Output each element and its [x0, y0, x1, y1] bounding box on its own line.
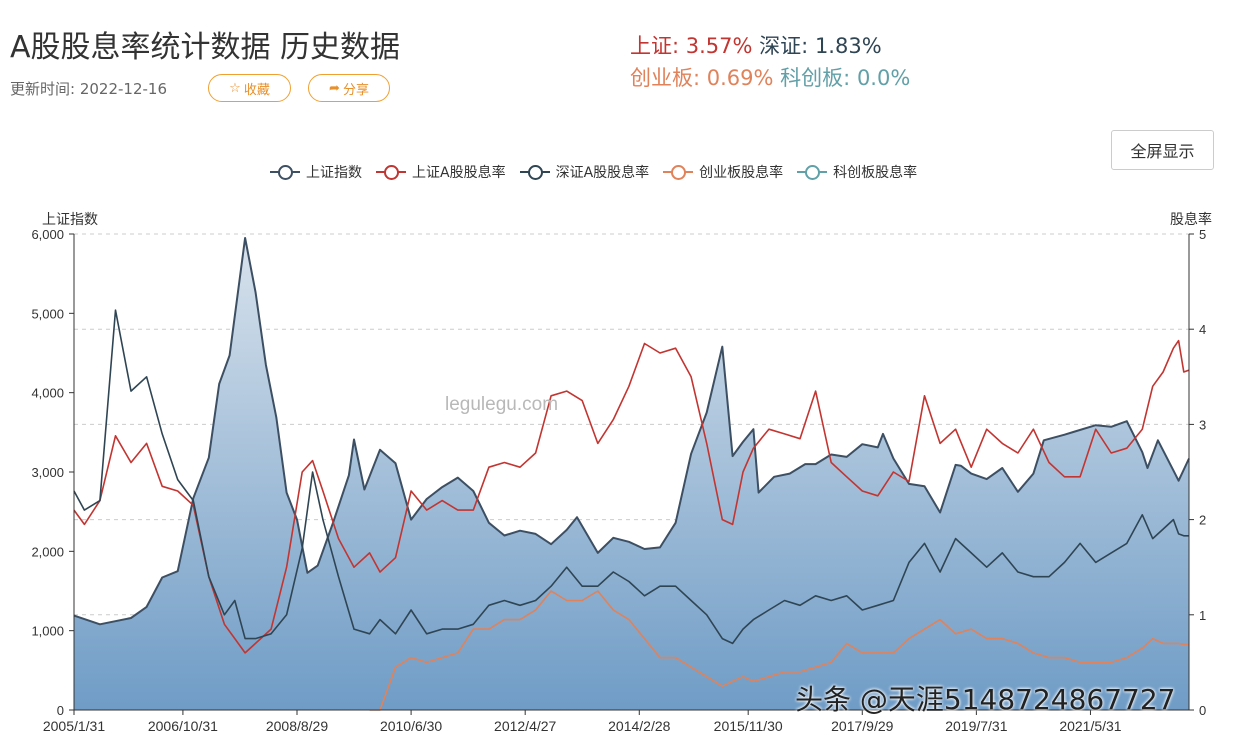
series-line-2: [73, 309, 1189, 645]
share-label: 分享: [342, 82, 369, 98]
legend-marker-icon: [270, 164, 300, 180]
right-axis-title: 股息率: [1170, 211, 1212, 228]
left-axis-title: 上证指数: [42, 212, 98, 228]
right-tick-label: 3: [1199, 417, 1206, 432]
overlay-watermark: 头条 @天涯5148724867727: [795, 683, 1176, 716]
share-arrow-icon: ➦: [329, 80, 340, 96]
x-tick-label: 2019/7/31: [945, 718, 1007, 734]
x-tick-label: 2012/4/27: [494, 718, 556, 734]
x-tick-label: 2008/8/29: [266, 718, 328, 734]
legend-label: 上证A股股息率: [412, 165, 506, 181]
updated-time: 更新时间: 2022-12-16: [10, 80, 167, 98]
sz-rate-label: 深证:: [759, 34, 809, 58]
legend-label: 深证A股股息率: [555, 165, 650, 181]
left-tick-label: 6,000: [31, 227, 64, 242]
legend-marker-icon: [797, 164, 828, 180]
right-tick-label: 0: [1199, 703, 1206, 718]
legend-marker-icon: [376, 164, 406, 180]
left-tick-label: 3,000: [31, 465, 64, 480]
series-line-1: [73, 339, 1190, 654]
star-icon: ☆: [229, 80, 241, 96]
legend-marker-icon: [519, 164, 550, 180]
legend-item[interactable]: 深证A股股息率: [519, 162, 650, 182]
left-tick-label: 0: [57, 703, 64, 718]
sh-rate-value: 3.57%: [685, 34, 753, 58]
chart-legend: 上证指数 上证A股股息率 深证A股股息率 创业板股息率 科创板股息率: [270, 162, 931, 182]
x-tick-label: 2017/9/29: [831, 718, 893, 734]
cyb-rate-label: 创业板:: [630, 66, 701, 90]
right-tick-label: 5: [1199, 227, 1206, 242]
legend-item[interactable]: 创业板股息率: [663, 162, 783, 182]
right-tick-label: 1: [1199, 608, 1206, 623]
page-title: A股股息率统计数据 历史数据: [10, 30, 401, 65]
legend-item[interactable]: 上证A股股息率: [376, 162, 506, 182]
x-tick-label: 2010/6/30: [380, 718, 442, 734]
legend-label: 上证指数: [306, 165, 362, 181]
favorite-label: 收藏: [243, 82, 270, 98]
x-tick-label: 2014/2/28: [608, 718, 670, 734]
x-tick-label: 2021/5/31: [1059, 718, 1121, 734]
x-tick-label: 2005/1/31: [43, 718, 105, 734]
favorite-button[interactable]: ☆ 收藏: [208, 74, 291, 102]
share-button[interactable]: ➦ 分享: [308, 74, 390, 102]
site-watermark: legulegu.com: [445, 394, 558, 415]
right-tick-label: 2: [1199, 513, 1206, 528]
kcb-rate-label: 科创板:: [780, 66, 851, 90]
series-area-0: [74, 238, 1189, 710]
x-tick-label: 2006/10/31: [148, 718, 218, 734]
legend-item[interactable]: 科创板股息率: [797, 162, 917, 182]
legend-marker-icon: [663, 164, 694, 180]
left-tick-label: 1,000: [31, 624, 64, 639]
series-line-0: [73, 237, 1190, 626]
cyb-rate-value: 0.69%: [706, 66, 774, 90]
right-tick-label: 4: [1199, 322, 1206, 337]
left-tick-label: 2,000: [31, 544, 64, 559]
left-tick-label: 5,000: [31, 306, 64, 321]
legend-label: 科创板股息率: [833, 165, 918, 181]
sh-rate-label: 上证:: [630, 34, 680, 58]
legend-label: 创业板股息率: [699, 165, 784, 181]
left-tick-label: 4,000: [31, 386, 64, 401]
x-tick-label: 2015/11/30: [714, 718, 783, 734]
rates-row-1: 上证: 3.57% 深证: 1.83%: [630, 30, 882, 60]
series-line-3: [369, 590, 1189, 711]
kcb-rate-value: 0.0%: [856, 66, 911, 90]
sz-rate-value: 1.83%: [814, 34, 882, 58]
legend-item[interactable]: 上证指数: [270, 162, 362, 182]
rates-row-2: 创业板: 0.69% 科创板: 0.0%: [630, 62, 910, 92]
fullscreen-button[interactable]: 全屏显示: [1111, 130, 1214, 170]
